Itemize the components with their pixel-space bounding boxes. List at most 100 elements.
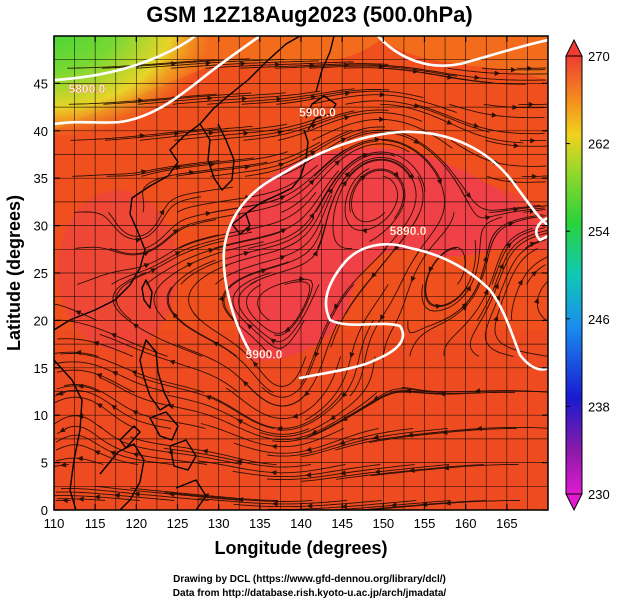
streamline-arrowhead bbox=[483, 255, 489, 262]
streamline-arrowhead bbox=[292, 413, 299, 419]
streamline-arrowhead bbox=[439, 391, 446, 397]
streamline-arrowhead bbox=[159, 209, 165, 215]
streamline-arrowhead bbox=[143, 263, 150, 268]
streamline-arrowhead bbox=[132, 452, 139, 458]
streamline-arrowhead bbox=[169, 359, 176, 365]
streamline-arrowhead bbox=[77, 455, 83, 462]
streamline-arrowhead bbox=[131, 370, 138, 376]
contour-label: 5890.0 bbox=[390, 224, 427, 238]
streamline-arrowhead bbox=[444, 500, 451, 506]
coast-indochina bbox=[54, 359, 83, 510]
streamline-arrowhead bbox=[205, 211, 212, 217]
y-tick-label: 25 bbox=[34, 266, 48, 281]
colorbar-label: 246 bbox=[588, 312, 610, 327]
y-axis-label: Latitude (degrees) bbox=[4, 195, 24, 351]
streamline-arrowhead bbox=[339, 470, 346, 476]
streamline-arrowhead bbox=[344, 115, 351, 121]
streamline-arrowhead bbox=[531, 173, 538, 180]
colorbar-label: 262 bbox=[588, 137, 610, 152]
credit-drawing: Drawing by DCL (https://www.gfd-dennou.o… bbox=[173, 574, 446, 585]
streamline-arrowhead bbox=[512, 104, 519, 110]
streamline-arrowhead bbox=[240, 60, 246, 67]
streamline-arrowhead bbox=[498, 263, 504, 270]
contour-green-outer bbox=[54, 36, 197, 82]
streamline-arrowhead bbox=[236, 459, 243, 465]
streamline-arrowhead bbox=[334, 160, 341, 166]
streamline-arrowhead bbox=[218, 295, 224, 302]
x-tick-label: 165 bbox=[496, 516, 518, 531]
streamline-arrowhead bbox=[493, 282, 499, 289]
coast-luzon bbox=[139, 339, 171, 411]
x-tick-label: 135 bbox=[249, 516, 271, 531]
streamline-arrowhead bbox=[435, 303, 442, 309]
streamline-arrowhead bbox=[360, 175, 366, 181]
streamline-arrowhead bbox=[135, 237, 142, 243]
streamline-arrowhead bbox=[474, 74, 481, 81]
colorbar-top-arrow bbox=[565, 38, 583, 57]
coast-visayas bbox=[149, 411, 179, 441]
streamline-arrowhead bbox=[279, 195, 286, 201]
streamline-arrowhead bbox=[374, 136, 381, 143]
streamline-arrowhead bbox=[466, 285, 471, 292]
streamline-arrowhead bbox=[341, 391, 348, 398]
chart-title: GSM 12Z18Aug2023 (500.0hPa) bbox=[146, 2, 473, 27]
colorbar-labels: 230 238 246 254 262 270 bbox=[566, 49, 610, 502]
streamline-arrowhead bbox=[344, 171, 351, 178]
streamline-arrowhead bbox=[349, 352, 355, 359]
coast-sakhalin bbox=[315, 36, 335, 93]
streamline-arrowhead bbox=[379, 92, 386, 98]
x-tick-label: 140 bbox=[290, 516, 312, 531]
coast-palawan bbox=[119, 425, 141, 449]
streamline-arrowhead bbox=[372, 434, 379, 440]
contour-north-arc bbox=[376, 36, 548, 67]
contour-5890 bbox=[298, 242, 548, 380]
streamline-arrowhead bbox=[443, 465, 450, 471]
colorbar-scale bbox=[565, 55, 583, 495]
ridge-core-east bbox=[430, 177, 548, 252]
streamline-arrowhead bbox=[280, 228, 287, 234]
streamline-arrowhead bbox=[133, 491, 140, 497]
streamline-arrowhead bbox=[243, 130, 250, 136]
streamline-arrowhead bbox=[202, 448, 209, 454]
streamline-arrowhead bbox=[362, 152, 369, 158]
streamline-arrowhead bbox=[473, 123, 480, 128]
streamline-arrowhead bbox=[484, 215, 491, 221]
streamline-arrowhead bbox=[109, 451, 116, 456]
streamline-arrowhead bbox=[306, 503, 313, 509]
streamline-arrowhead bbox=[393, 244, 400, 251]
y-tick-label: 0 bbox=[41, 503, 48, 518]
x-tick-label: 125 bbox=[167, 516, 189, 531]
streamline-arrowhead bbox=[252, 361, 259, 367]
coast-honshu bbox=[229, 129, 309, 227]
streamline-arrowhead bbox=[493, 315, 499, 322]
streamline-arrowhead bbox=[111, 404, 117, 410]
streamline-arrowhead bbox=[150, 268, 157, 274]
y-tick-label: 35 bbox=[34, 171, 48, 186]
streamline-arrowhead bbox=[447, 74, 454, 80]
coast-korea bbox=[199, 123, 235, 191]
streamline-arrowhead bbox=[208, 130, 215, 136]
streamline-arrowhead bbox=[334, 303, 339, 310]
streamline-arrowhead bbox=[361, 228, 368, 234]
x-axis-label: Longitude (degrees) bbox=[214, 538, 387, 558]
x-tick-label: 130 bbox=[208, 516, 230, 531]
x-tick-label: 145 bbox=[331, 516, 353, 531]
streamline-arrowhead bbox=[305, 472, 312, 478]
y-tick-labels: 0 5 10 15 20 25 30 35 40 45 bbox=[34, 76, 48, 518]
streamline-arrowhead bbox=[170, 61, 177, 67]
colorbar-label: 270 bbox=[588, 49, 610, 64]
streamline-arrowhead bbox=[513, 143, 520, 149]
colorbar-bottom-arrow bbox=[565, 493, 583, 512]
colorbar-label: 254 bbox=[588, 224, 610, 239]
streamline-arrowhead bbox=[303, 390, 310, 397]
streamline-arrowhead bbox=[284, 326, 291, 332]
ridge-core-west bbox=[58, 190, 178, 350]
streamline-arrowhead bbox=[379, 314, 385, 321]
x-tick-label: 150 bbox=[372, 516, 394, 531]
coast-mindanao bbox=[169, 439, 197, 471]
y-tick-label: 30 bbox=[34, 219, 48, 234]
streamline-arrowhead bbox=[517, 279, 523, 286]
streamline-arrowhead bbox=[236, 419, 243, 425]
contour-label: 5900.0 bbox=[299, 106, 336, 120]
